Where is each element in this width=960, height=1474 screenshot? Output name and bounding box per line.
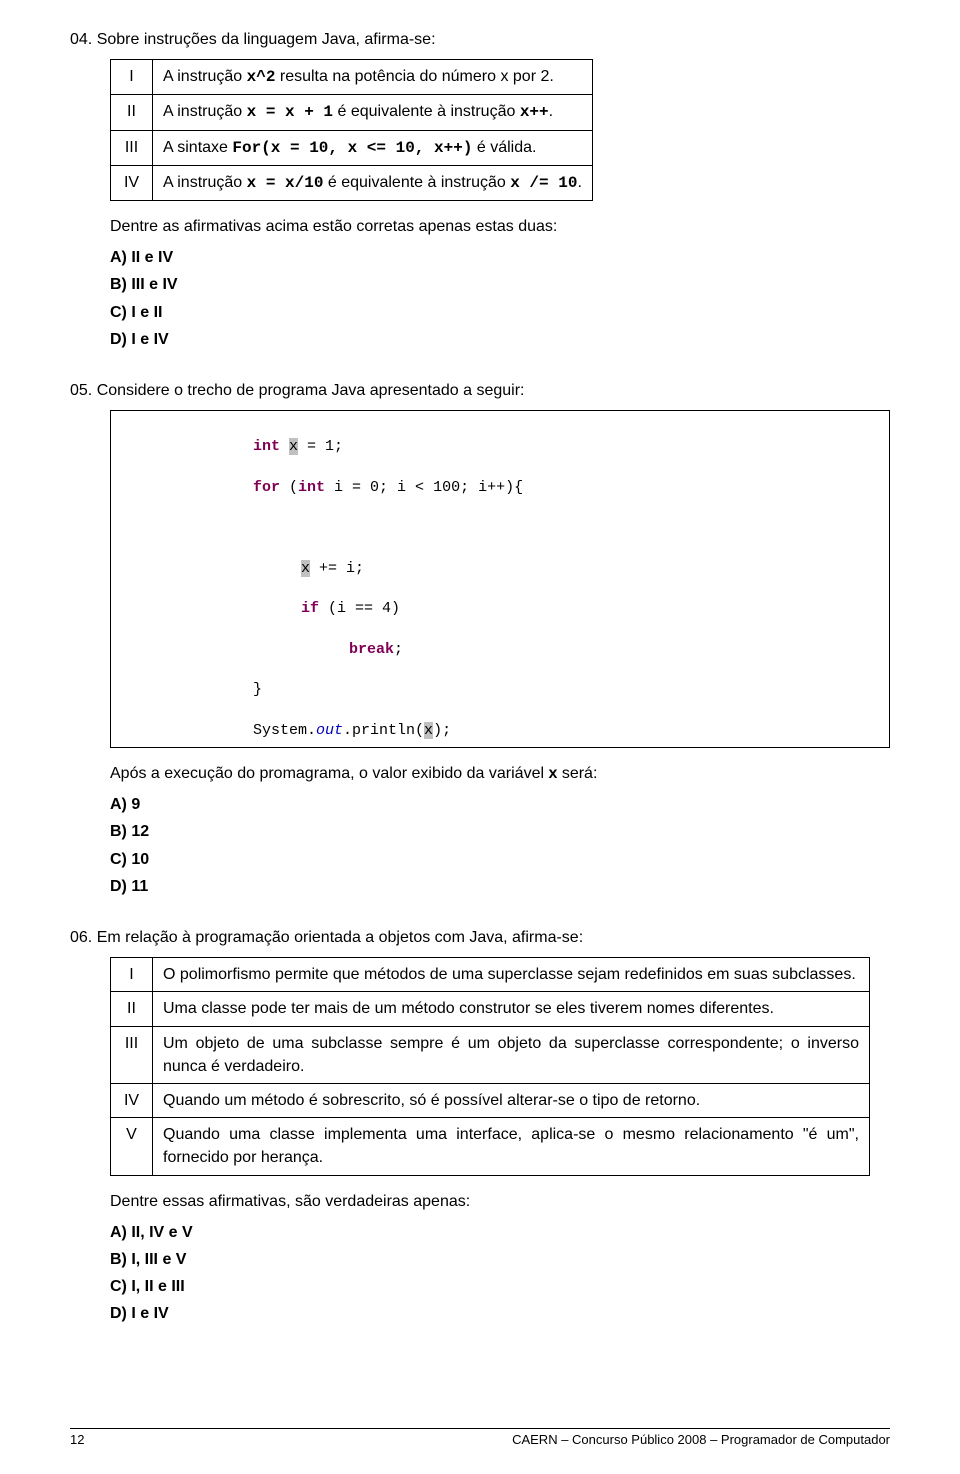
table-row: I A instrução x^2 resulta na potência do…	[111, 60, 593, 95]
code-text: (	[280, 479, 298, 496]
roman-cell: IV	[111, 165, 153, 200]
code-kw: int	[253, 438, 280, 455]
code-text: ;	[394, 641, 403, 658]
code-text: x^2	[247, 68, 276, 86]
roman-cell: I	[111, 60, 153, 95]
table-row: V Quando uma classe implementa uma inter…	[111, 1118, 870, 1175]
question-04: 04. Sobre instruções da linguagem Java, …	[70, 28, 890, 351]
table-row: I O polimorfismo permite que métodos de …	[111, 958, 870, 992]
code-text: += i;	[310, 560, 364, 577]
code-text: = 1;	[298, 438, 343, 455]
answer-option: C) I e II	[110, 301, 890, 324]
statement-cell: Quando um método é sobrescrito, só é pos…	[153, 1083, 870, 1117]
roman-cell: IV	[111, 1083, 153, 1117]
answer-option: C) I, II e III	[110, 1275, 890, 1298]
question-06: 06. Em relação à programação orientada a…	[70, 926, 890, 1325]
code-text: i = 0; i < 100; i++){	[325, 479, 523, 496]
text: .	[577, 174, 581, 191]
roman-cell: II	[111, 95, 153, 130]
table-row: IV Quando um método é sobrescrito, só é …	[111, 1083, 870, 1117]
statement-cell: A sintaxe For(x = 10, x <= 10, x++) é vá…	[153, 130, 593, 165]
text: .	[549, 103, 553, 120]
code-field: out	[316, 722, 343, 739]
text: A instrução	[163, 174, 247, 191]
roman-cell: III	[111, 130, 153, 165]
code-text: }	[253, 681, 262, 698]
table-row: II A instrução x = x + 1 é equivalente à…	[111, 95, 593, 130]
text: será:	[557, 765, 597, 782]
code-var: x	[424, 722, 433, 739]
q04-statements-table: I A instrução x^2 resulta na potência do…	[110, 59, 593, 201]
code-kw: int	[298, 479, 325, 496]
answer-option: B) III e IV	[110, 273, 890, 296]
code-text: x++	[520, 103, 549, 121]
statement-cell: A instrução x^2 resulta na potência do n…	[153, 60, 593, 95]
roman-cell: V	[111, 1118, 153, 1175]
answer-option: B) I, III e V	[110, 1248, 890, 1271]
table-row: III Um objeto de uma subclasse sempre é …	[111, 1026, 870, 1083]
table-row: II Uma classe pode ter mais de um método…	[111, 992, 870, 1026]
q05-answers: A) 9 B) 12 C) 10 D) 11	[110, 793, 890, 898]
code-text: );	[433, 722, 451, 739]
code-var: x	[289, 438, 298, 455]
text: é equivalente à instrução	[333, 103, 520, 120]
answer-option: A) 9	[110, 793, 890, 816]
text: Após a execução do promagrama, o valor e…	[110, 765, 548, 782]
roman-cell: II	[111, 992, 153, 1026]
code-kw: break	[349, 641, 394, 658]
roman-cell: III	[111, 1026, 153, 1083]
page-number: 12	[70, 1431, 84, 1450]
statement-cell: Quando uma classe implementa uma interfa…	[153, 1118, 870, 1175]
text: A instrução	[163, 103, 247, 120]
answer-option: C) 10	[110, 848, 890, 871]
code-var: x	[301, 560, 310, 577]
q05-code-box: int x = 1; for (int i = 0; i < 100; i++)…	[110, 410, 890, 748]
q05-title: 05. Considere o trecho de programa Java …	[70, 379, 890, 402]
code-text: For(x = 10, x <= 10, x++)	[232, 139, 472, 157]
text: resulta na potência do número x por 2.	[275, 68, 553, 85]
table-row: III A sintaxe For(x = 10, x <= 10, x++) …	[111, 130, 593, 165]
statement-cell: Uma classe pode ter mais de um método co…	[153, 992, 870, 1026]
statement-cell: A instrução x = x + 1 é equivalente à in…	[153, 95, 593, 130]
answer-option: D) I e IV	[110, 1302, 890, 1325]
answer-option: A) II, IV e V	[110, 1221, 890, 1244]
statement-cell: A instrução x = x/10 é equivalente à ins…	[153, 165, 593, 200]
roman-cell: I	[111, 958, 153, 992]
q06-lead: Dentre essas afirmativas, são verdadeira…	[110, 1190, 890, 1213]
text: A sintaxe	[163, 139, 232, 156]
answer-option: B) 12	[110, 820, 890, 843]
answer-option: D) I e IV	[110, 328, 890, 351]
code-kw: if	[301, 600, 319, 617]
answer-option: D) 11	[110, 875, 890, 898]
q06-title: 06. Em relação à programação orientada a…	[70, 926, 890, 949]
footer-label: CAERN – Concurso Público 2008 – Programa…	[512, 1431, 890, 1450]
q05-lead: Após a execução do promagrama, o valor e…	[110, 762, 890, 785]
q04-answers: A) II e IV B) III e IV C) I e II D) I e …	[110, 246, 890, 351]
code-text: System.	[253, 722, 316, 739]
q04-title: 04. Sobre instruções da linguagem Java, …	[70, 28, 890, 51]
text: é equivalente à instrução	[323, 174, 510, 191]
statement-cell: O polimorfismo permite que métodos de um…	[153, 958, 870, 992]
table-row: IV A instrução x = x/10 é equivalente à …	[111, 165, 593, 200]
code-text	[280, 438, 289, 455]
page-footer: 12 CAERN – Concurso Público 2008 – Progr…	[70, 1428, 890, 1450]
code-kw: for	[253, 479, 280, 496]
answer-option: A) II e IV	[110, 246, 890, 269]
code-text: x /= 10	[510, 174, 577, 192]
code-text: x = x/10	[247, 174, 324, 192]
q04-lead: Dentre as afirmativas acima estão corret…	[110, 215, 890, 238]
statement-cell: Um objeto de uma subclasse sempre é um o…	[153, 1026, 870, 1083]
q06-statements-table: I O polimorfismo permite que métodos de …	[110, 957, 870, 1175]
code-text: (i == 4)	[319, 600, 400, 617]
question-05: 05. Considere o trecho de programa Java …	[70, 379, 890, 898]
q06-answers: A) II, IV e V B) I, III e V C) I, II e I…	[110, 1221, 890, 1326]
text: é válida.	[472, 139, 536, 156]
text: A instrução	[163, 68, 247, 85]
code-text: .println(	[343, 722, 424, 739]
code-text: x = x + 1	[247, 103, 333, 121]
